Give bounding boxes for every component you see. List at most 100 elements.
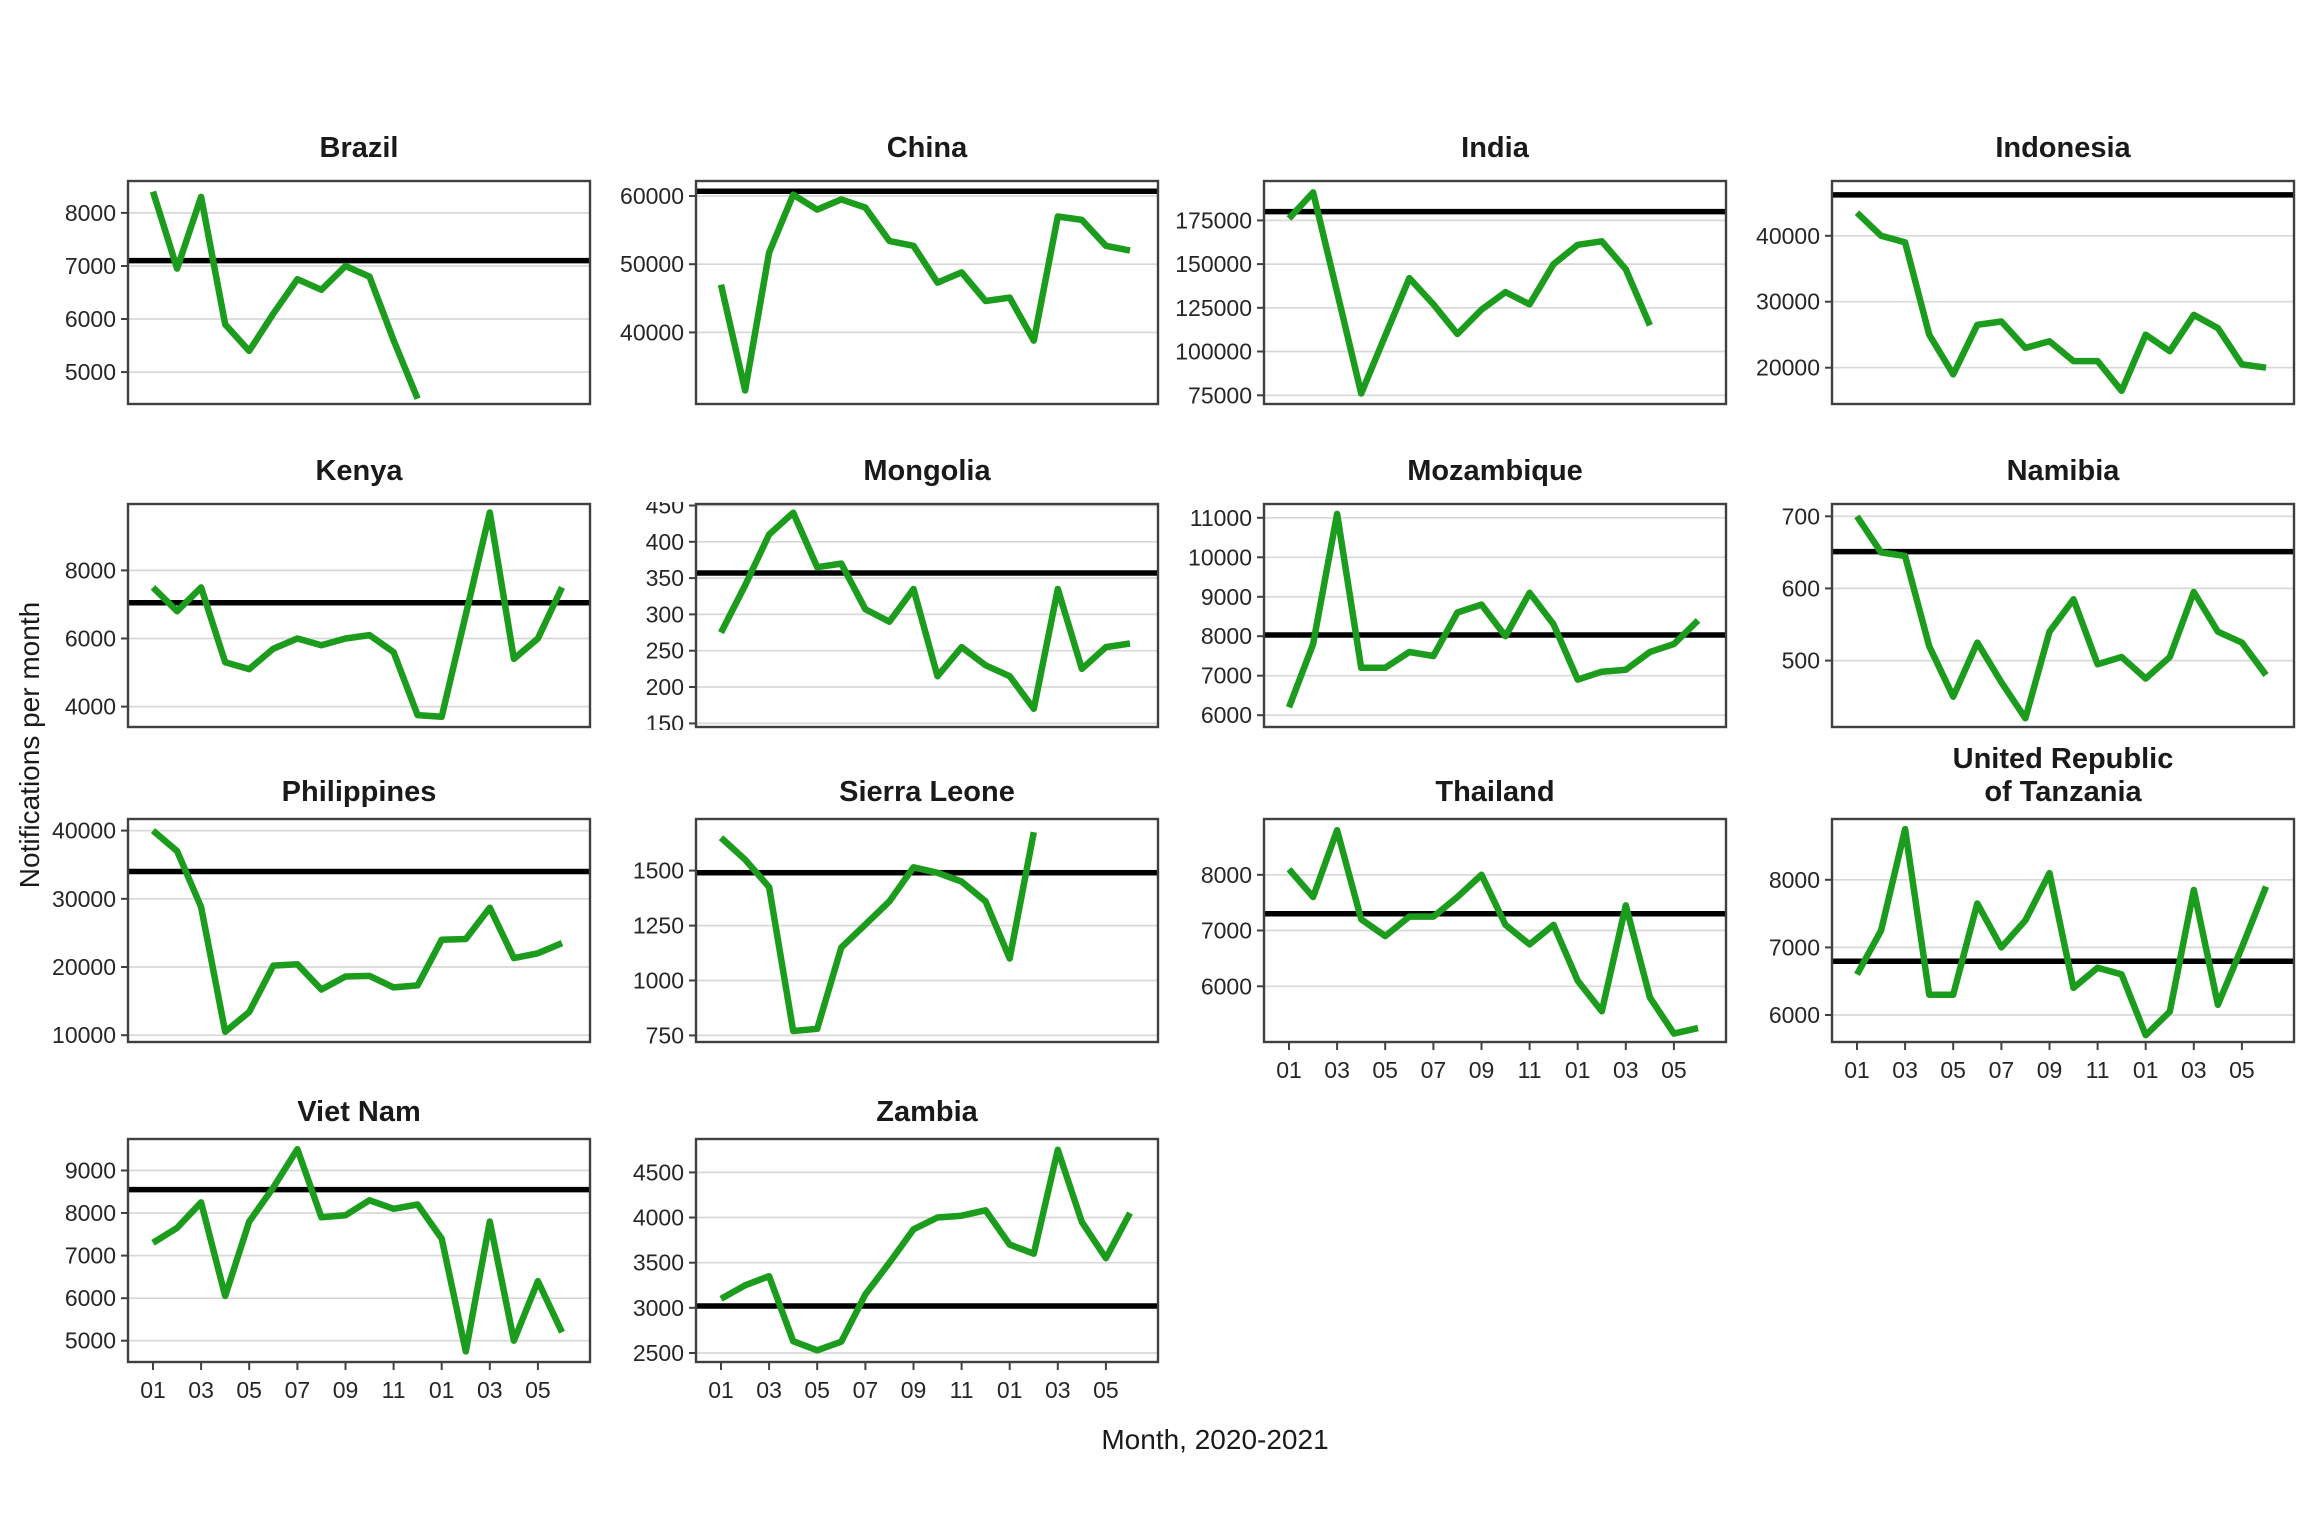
y-tick-label: 8000: [1201, 862, 1252, 888]
line-chart-brazil: 5000 6000 7000 8000: [65, 179, 592, 406]
notifications-line: [717, 191, 1131, 394]
y-tick-label: 3500: [633, 1250, 684, 1276]
x-tick-label: 07: [285, 1377, 311, 1403]
line-chart-philippines: 10000 20000 30000 40000: [52, 817, 592, 1045]
x-tick-label: 07: [1421, 1057, 1447, 1083]
y-tick-label: 5000: [65, 1328, 116, 1354]
x-tick-label: 07: [1989, 1057, 2015, 1083]
panel-border: [694, 817, 1160, 1044]
panel-title-line: Thailand: [1435, 776, 1555, 808]
x-tick-label: 01: [429, 1377, 455, 1403]
panel-title-sierra-leone: Sierra Leone: [696, 711, 1158, 817]
panel-united-republic-of-tanzania: United Republic of Tanzania 6000 7000 8000 01…: [1729, 711, 2297, 1083]
x-tick-label: 07: [853, 1377, 879, 1403]
notifications-line: [151, 1145, 565, 1355]
line-chart-china: 40000 50000 60000: [620, 179, 1160, 406]
panel-border: [694, 502, 1160, 729]
notifications-line: [718, 509, 1131, 713]
x-tick-label: 11: [950, 1377, 974, 1403]
y-tick-label: 175000: [1175, 207, 1252, 233]
panel-title-line: Kenya: [315, 455, 403, 487]
panel-title-mozambique: Mozambique: [1264, 388, 1726, 502]
y-tick-label: 7000: [65, 253, 116, 279]
line-chart-thailand: 6000 7000 8000 01 03 05 07 09 11 01 03 05: [1201, 817, 1728, 1083]
y-tick-label: 700: [1782, 503, 1820, 529]
panel-philippines: Philippines 10000 20000 30000 40000: [25, 711, 593, 1079]
x-tick-label: 05: [1093, 1377, 1119, 1403]
panel-indonesia: Indonesia 20000 30000 40000: [1729, 85, 2297, 406]
y-tick-label: 9000: [65, 1158, 116, 1184]
panel-border: [126, 817, 592, 1044]
panel-namibia: Namibia 500 600 700: [1729, 388, 2297, 729]
panel-title-thailand: Thailand: [1264, 711, 1726, 817]
y-tick-label: 1000: [633, 968, 684, 994]
y-tick-label: 125000: [1175, 295, 1252, 321]
y-tick-label: 10000: [52, 1022, 116, 1045]
y-tick-label: 7000: [1769, 934, 1820, 960]
panel-border: [694, 1137, 1160, 1364]
panel-title-china: China: [696, 85, 1158, 179]
x-tick-label: 03: [1892, 1057, 1918, 1083]
panel-title-mongolia: Mongolia: [696, 388, 1158, 502]
y-tick-label: 100000: [1175, 339, 1252, 365]
y-tick-label: 60000: [620, 183, 684, 209]
line-chart-united-republic-of-tanzania: 6000 7000 8000 01 03 05 07 09 11 01 03 05: [1769, 817, 2296, 1083]
y-tick-label: 450: [646, 502, 684, 519]
y-tick-label: 7000: [1201, 918, 1252, 944]
y-tick-label: 400: [646, 529, 684, 555]
panel-title-line: Brazil: [319, 132, 399, 164]
panel-title-line: Viet Nam: [297, 1096, 421, 1128]
panel-title-line: Namibia: [2006, 455, 2120, 487]
x-tick-label: 01: [1276, 1057, 1302, 1083]
x-tick-label: 09: [1469, 1057, 1495, 1083]
y-tick-label: 6000: [1769, 1002, 1820, 1028]
panel-mozambique: Mozambique 6000 7000 8000 9000 10000 11000: [1161, 388, 1729, 728]
panel-border: [1830, 502, 2296, 729]
panels-grid: Brazil 5000 6000 7000 8000 China 40000 50000 600…: [25, 85, 2297, 1409]
x-tick-label: 05: [1661, 1057, 1687, 1083]
y-tick-label: 3000: [633, 1295, 684, 1321]
panel-title-line: Zambia: [876, 1096, 978, 1128]
y-tick-label: 40000: [1756, 223, 1820, 249]
x-tick-label: 05: [236, 1377, 262, 1403]
panel-title-line: of Tanzania: [1984, 776, 2142, 808]
y-tick-label: 150000: [1175, 251, 1252, 277]
y-tick-label: 150: [646, 710, 684, 730]
notifications-line: [150, 828, 564, 1036]
y-tick-label: 1250: [633, 913, 684, 939]
y-tick-label: 7000: [65, 1243, 116, 1269]
y-tick-label: 6000: [1201, 973, 1252, 999]
line-chart-namibia: 500 600 700: [1782, 502, 2296, 729]
panel-brazil: Brazil 5000 6000 7000 8000: [25, 85, 593, 406]
notifications-line: [1854, 210, 2267, 395]
panel-title-viet-nam: Viet Nam: [128, 1079, 590, 1137]
y-tick-label: 75000: [1188, 382, 1252, 407]
y-tick-label: 300: [646, 601, 684, 627]
panel-title-zambia: Zambia: [696, 1079, 1158, 1137]
y-tick-label: 6000: [1201, 702, 1252, 728]
x-tick-label: 05: [804, 1377, 830, 1403]
x-tick-label: 01: [1844, 1057, 1870, 1083]
panel-border: [694, 179, 1160, 406]
panel-border: [126, 1137, 592, 1364]
panel-title-line: China: [886, 132, 968, 164]
panel-china: China 40000 50000 60000: [593, 85, 1161, 406]
panel-title-line: Sierra Leone: [839, 776, 1015, 808]
x-axis-title: Month, 2020-2021: [1101, 1424, 1329, 1455]
panel-border: [1262, 817, 1728, 1044]
panel-title-line: Mozambique: [1407, 455, 1583, 487]
panel-thailand: Thailand 6000 7000 8000 01 03 05 07 09 11 01 03 05: [1161, 711, 1729, 1083]
x-tick-label: 03: [756, 1377, 782, 1403]
panel-title-line: India: [1461, 132, 1529, 164]
x-tick-label: 11: [2086, 1057, 2110, 1083]
panel-border: [126, 502, 592, 729]
notifications-line: [149, 190, 421, 400]
y-tick-label: 1500: [633, 858, 684, 884]
x-tick-label: 09: [2037, 1057, 2063, 1083]
panel-border: [126, 179, 592, 406]
notifications-line: [1285, 510, 1701, 709]
line-chart-kenya: 4000 6000 8000: [65, 502, 592, 729]
line-chart-mozambique: 6000 7000 8000 9000 10000 11000: [1188, 502, 1728, 728]
x-tick-label: 03: [1613, 1057, 1639, 1083]
y-tick-label: 30000: [52, 886, 116, 912]
